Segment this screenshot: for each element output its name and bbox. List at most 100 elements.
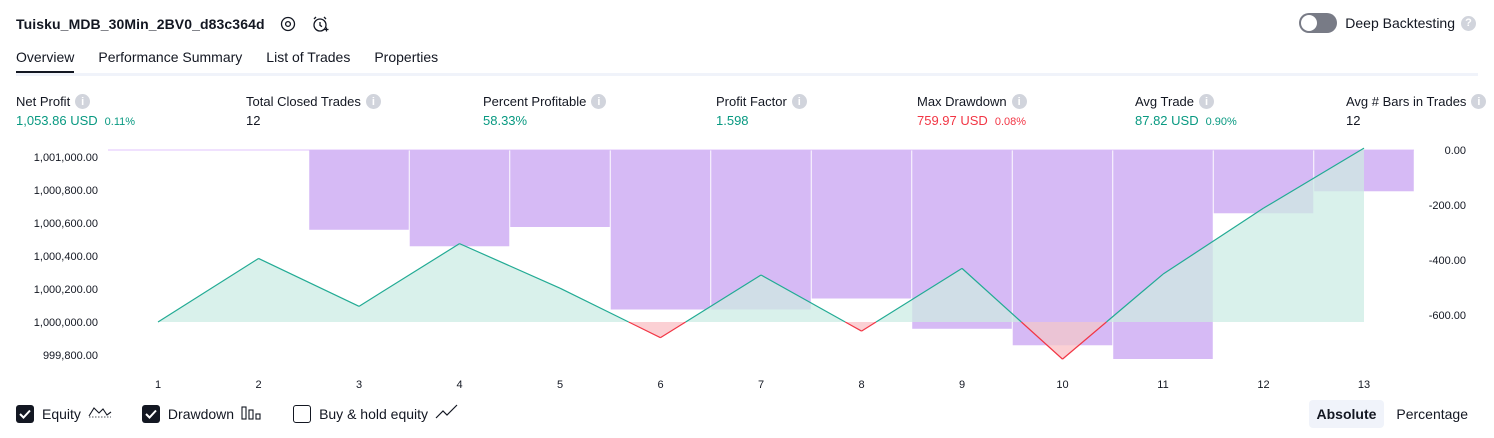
left-axis-tick-label: 999,800.00 xyxy=(43,350,98,362)
right-axis-tick-label: -200.00 xyxy=(1429,200,1466,212)
metric-label: Total Closed Trades xyxy=(246,94,361,109)
info-icon[interactable]: i xyxy=(1471,94,1487,109)
chart-legend: Equity Drawdown Buy & hold equity xyxy=(16,404,489,423)
percentage-button[interactable]: Percentage xyxy=(1396,406,1468,422)
left-axis-tick-label: 1,000,800.00 xyxy=(34,185,98,197)
metric-value: 1,053.86 USD xyxy=(16,113,98,128)
legend-buy-hold[interactable]: Buy & hold equity xyxy=(293,404,459,423)
equity-line-segment xyxy=(1062,321,1107,360)
metric-value: 87.82 USD xyxy=(1135,113,1199,128)
x-axis-tick-label: 4 xyxy=(456,379,462,391)
metric-value: 12 xyxy=(246,113,261,128)
equity-area-segment xyxy=(1163,208,1264,322)
metric-label: Avg # Bars in Trades xyxy=(1346,94,1467,109)
drawdown-bar xyxy=(1012,150,1113,346)
trend-line-icon xyxy=(435,404,459,423)
tab-overview[interactable]: Overview xyxy=(16,46,75,74)
info-icon[interactable]: i xyxy=(365,94,381,109)
x-axis-tick-label: 13 xyxy=(1358,379,1370,391)
info-icon[interactable]: i xyxy=(1011,94,1027,109)
drawdown-bar-overlay xyxy=(510,150,610,227)
equity-checkbox[interactable] xyxy=(16,404,34,423)
metric-max-drawdown: Max Drawdown i 759.97 USD 0.08% xyxy=(917,93,1027,130)
legend-drawdown[interactable]: Drawdown xyxy=(141,404,263,423)
strategy-title: Tuisku_MDB_30Min_2BV0_d83c364d xyxy=(16,16,265,32)
equity-line-segment xyxy=(1020,321,1063,360)
drawdown-bar-overlay xyxy=(912,150,1012,329)
drawdown-bar-overlay xyxy=(610,150,711,310)
x-axis-tick-label: 5 xyxy=(557,379,563,391)
equity-line-segment xyxy=(157,257,259,323)
left-axis-tick-label: 1,000,400.00 xyxy=(34,251,98,263)
metric-label: Profit Factor xyxy=(716,94,787,109)
drawdown-bar xyxy=(309,150,409,230)
tab-performance-summary[interactable]: Performance Summary xyxy=(98,49,243,65)
equity-line-segment xyxy=(961,267,1022,323)
equity-area-segment xyxy=(258,258,359,322)
drawdown-bar-overlay xyxy=(1213,150,1314,214)
legend-label: Equity xyxy=(42,405,81,422)
equity-line-segment xyxy=(628,321,661,339)
equity-line-segment xyxy=(459,243,561,289)
left-axis-tick-label: 1,000,000.00 xyxy=(34,317,98,329)
info-icon[interactable]: i xyxy=(1199,94,1215,109)
right-axis-tick-label: -400.00 xyxy=(1429,255,1466,267)
equity-line-segment xyxy=(861,321,877,332)
info-icon[interactable]: i xyxy=(791,94,807,109)
equity-line-segment xyxy=(844,321,862,332)
view-mode-switch: Absolute Percentage xyxy=(1305,400,1477,428)
left-axis-tick-label: 1,001,000.00 xyxy=(34,152,98,164)
metric-avg-bars-in-trades: Avg # Bars in Trades i 12 xyxy=(1346,93,1487,130)
settings-icon[interactable] xyxy=(279,15,297,33)
strategy-header: Tuisku_MDB_30Min_2BV0_d83c364d xyxy=(16,12,329,36)
help-icon[interactable]: ? xyxy=(1461,15,1476,31)
legend-label: Buy & hold equity xyxy=(319,405,429,422)
absolute-button[interactable]: Absolute xyxy=(1308,400,1385,428)
buy-hold-checkbox[interactable] xyxy=(293,404,312,423)
deep-backtesting-toggle[interactable] xyxy=(1299,13,1338,33)
x-axis-tick-label: 9 xyxy=(959,379,965,391)
left-axis-tick-label: 1,000,600.00 xyxy=(34,218,98,230)
tabs-divider xyxy=(16,73,1478,76)
x-axis-tick-label: 7 xyxy=(758,379,764,391)
drawdown-bar xyxy=(811,150,912,299)
metric-net-profit: Net Profit i 1,053.86 USD 0.11% xyxy=(16,93,135,130)
x-axis-tick-label: 12 xyxy=(1257,379,1269,391)
x-axis-tick-label: 10 xyxy=(1056,379,1068,391)
tab-list-of-trades[interactable]: List of Trades xyxy=(266,49,351,65)
metric-value: 12 xyxy=(1346,113,1361,128)
left-axis-tick-label: 1,000,200.00 xyxy=(34,284,98,296)
tab-properties[interactable]: Properties xyxy=(374,49,439,65)
drawdown-bars-icon xyxy=(241,404,263,423)
metric-value: 759.97 USD xyxy=(917,113,988,128)
equity-line-segment xyxy=(358,243,460,307)
metric-percent: 0.11% xyxy=(104,116,136,128)
equity-line-segment xyxy=(1263,147,1365,209)
equity-line-segment xyxy=(875,267,963,323)
x-axis-tick-label: 3 xyxy=(356,379,362,391)
legend-equity[interactable]: Equity xyxy=(16,404,112,423)
metric-percent-profitable: Percent Profitable i 58.33% xyxy=(483,93,607,130)
deep-backtesting-label: Deep Backtesting xyxy=(1345,15,1455,31)
metric-label: Max Drawdown xyxy=(917,94,1007,109)
alert-clock-icon[interactable] xyxy=(311,15,329,33)
drawdown-checkbox[interactable] xyxy=(141,404,160,423)
x-axis-tick-label: 8 xyxy=(858,379,864,391)
equity-icon xyxy=(88,405,112,422)
equity-line-segment xyxy=(258,257,360,307)
drawdown-bar-overlay xyxy=(1314,150,1414,192)
equity-line-segment xyxy=(660,321,686,339)
drawdown-bar xyxy=(610,150,711,310)
metric-label: Net Profit xyxy=(16,94,71,109)
drawdown-bar-overlay xyxy=(711,150,811,310)
drawdown-bar-overlay xyxy=(1113,150,1213,359)
metric-profit-factor: Profit Factor i 1.598 xyxy=(716,93,807,130)
metric-percent: 0.08% xyxy=(994,116,1027,128)
x-axis-tick-label: 2 xyxy=(255,379,261,391)
drawdown-bar-overlay xyxy=(811,150,912,299)
info-icon[interactable]: i xyxy=(75,94,91,109)
metric-percent: 0.90% xyxy=(1205,116,1237,128)
info-icon[interactable]: i xyxy=(591,94,607,109)
right-axis-tick-label: 0.00 xyxy=(1445,145,1466,157)
metric-value: 58.33% xyxy=(483,113,528,128)
